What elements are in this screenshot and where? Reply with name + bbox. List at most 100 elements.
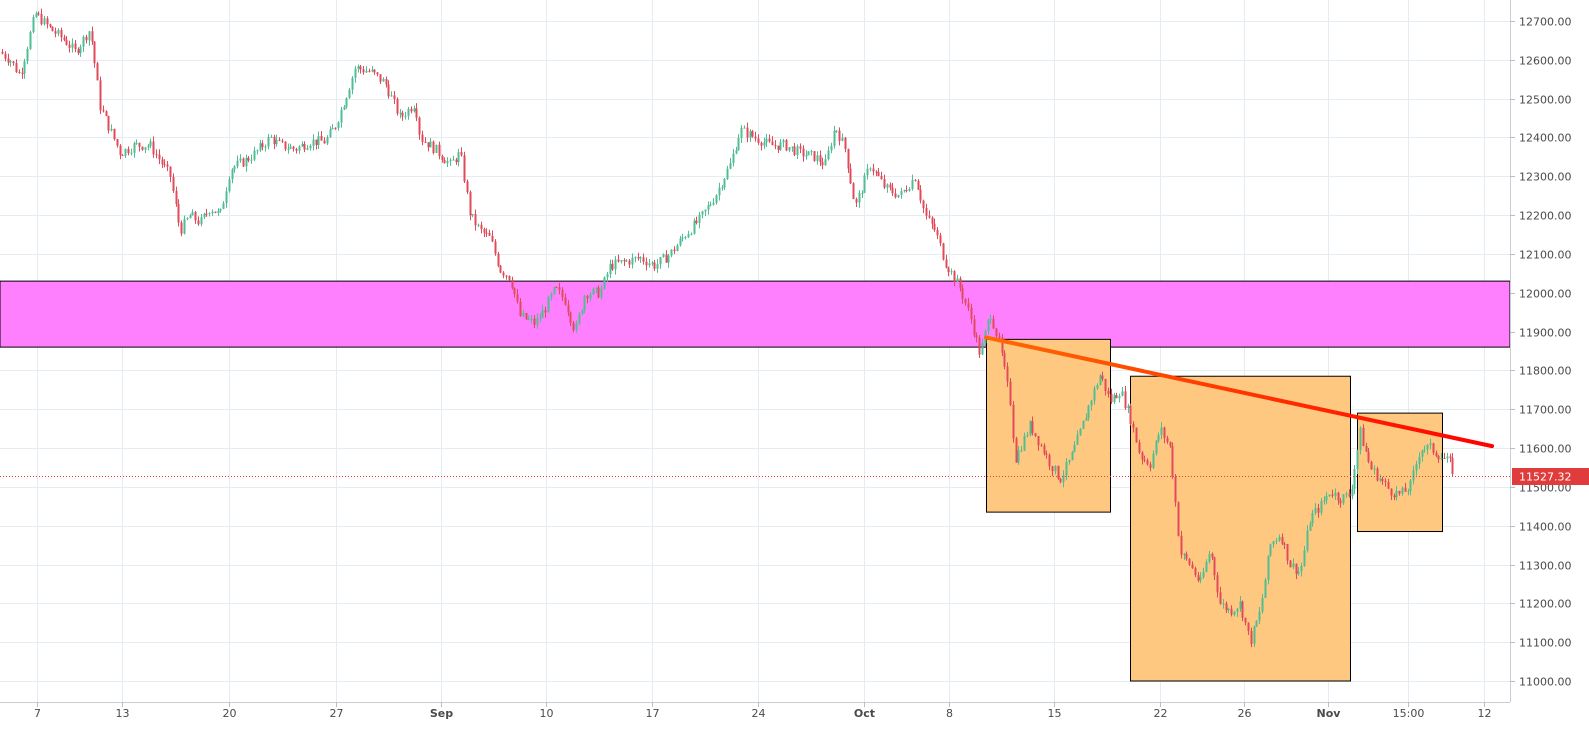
candle-body (603, 277, 606, 289)
candle-body (337, 122, 340, 129)
candle-body (1211, 553, 1214, 558)
candle-body (1275, 540, 1278, 542)
candle-body (569, 312, 572, 323)
candle-body (497, 253, 500, 266)
candle-body (816, 155, 819, 161)
candle-body (847, 149, 850, 169)
candle-body (1292, 563, 1295, 568)
candle-body (707, 205, 710, 210)
candle-body (1163, 427, 1166, 438)
candle-body (824, 159, 827, 166)
candle-body (922, 200, 925, 208)
candle-body (1171, 446, 1174, 477)
candle-body (387, 84, 390, 97)
candle-body (908, 189, 911, 191)
candle-body (1090, 400, 1093, 406)
candle-body (1099, 375, 1102, 386)
candle-body (1267, 555, 1270, 580)
candle-body (323, 140, 326, 144)
candle-body (1149, 464, 1152, 468)
candle-body (911, 179, 914, 190)
candle-body (9, 61, 12, 63)
candle-body (1015, 438, 1018, 463)
candle-body (513, 287, 516, 295)
candle-body (592, 288, 595, 295)
candle-body (37, 13, 40, 15)
candle-body (51, 26, 54, 32)
candle-body (273, 136, 276, 145)
candle-body (530, 318, 533, 320)
x-tick-label: Sep (430, 707, 453, 720)
candle-body (429, 141, 432, 148)
candle-body (623, 260, 626, 262)
y-tick-label: 12600.00 (1519, 55, 1572, 68)
y-tick-label: 12700.00 (1519, 16, 1572, 29)
candle-body (1132, 423, 1135, 428)
y-tick-label: 11100.00 (1519, 637, 1572, 650)
candle-body (1216, 575, 1219, 593)
candle-body (936, 230, 939, 236)
candle-body (810, 151, 813, 153)
candle-body (284, 141, 287, 150)
candle-body (1037, 436, 1040, 446)
candle-body (312, 139, 315, 146)
candle-body (701, 211, 704, 215)
candle-body (82, 36, 85, 47)
candle-body (508, 275, 511, 280)
candle-body (68, 44, 71, 48)
candle-body (110, 128, 113, 131)
candle-body (1362, 427, 1365, 447)
candle-body (1381, 478, 1384, 481)
candle-body (992, 318, 995, 329)
candle-body (751, 131, 754, 137)
candle-body (1029, 421, 1032, 435)
y-tick-label: 11700.00 (1519, 404, 1572, 417)
candle-body (499, 265, 502, 273)
candle-body (1370, 461, 1373, 470)
candle-body (449, 159, 452, 162)
candle-body (1309, 523, 1312, 531)
candle-body (709, 204, 712, 206)
candle-body (303, 143, 306, 150)
candle-body (93, 41, 96, 64)
candle-body (866, 168, 869, 176)
candle-body (1166, 437, 1169, 442)
candle-body (928, 215, 931, 218)
candle-body (648, 263, 651, 266)
price-axis-background[interactable] (1510, 0, 1589, 702)
candle-body (737, 137, 740, 151)
candle-body (679, 238, 682, 246)
candle-body (667, 255, 670, 263)
candle-body (457, 152, 460, 163)
candle-body (765, 138, 768, 143)
time-axis-background[interactable] (0, 702, 1589, 733)
candle-body (85, 36, 88, 41)
trendline-layer (984, 335, 1494, 449)
candle-body (301, 143, 304, 147)
candle-body (1384, 480, 1387, 483)
candle-body (105, 111, 108, 116)
candle-body (544, 310, 547, 313)
candle-body (1446, 456, 1449, 459)
candle-body (315, 139, 318, 145)
candle-body (698, 214, 701, 223)
y-tick-label: 11000.00 (1519, 676, 1572, 689)
candle-body (399, 112, 402, 114)
candle-body (371, 69, 374, 72)
candle-body (1062, 475, 1065, 483)
candle-body (1169, 441, 1172, 447)
candle-body (1412, 470, 1415, 481)
candle-body (194, 211, 197, 221)
candle-body (1009, 381, 1012, 405)
candle-body (239, 158, 242, 161)
candle-body (553, 287, 556, 294)
candle-body (12, 61, 15, 64)
candle-body (485, 232, 488, 234)
candle-body (1129, 405, 1132, 424)
x-tick-label: 27 (330, 707, 344, 720)
candle-body (1208, 553, 1211, 562)
candle-body (57, 30, 60, 34)
candle-body (886, 184, 889, 188)
candle-body (942, 243, 945, 260)
candle-body (477, 224, 480, 226)
